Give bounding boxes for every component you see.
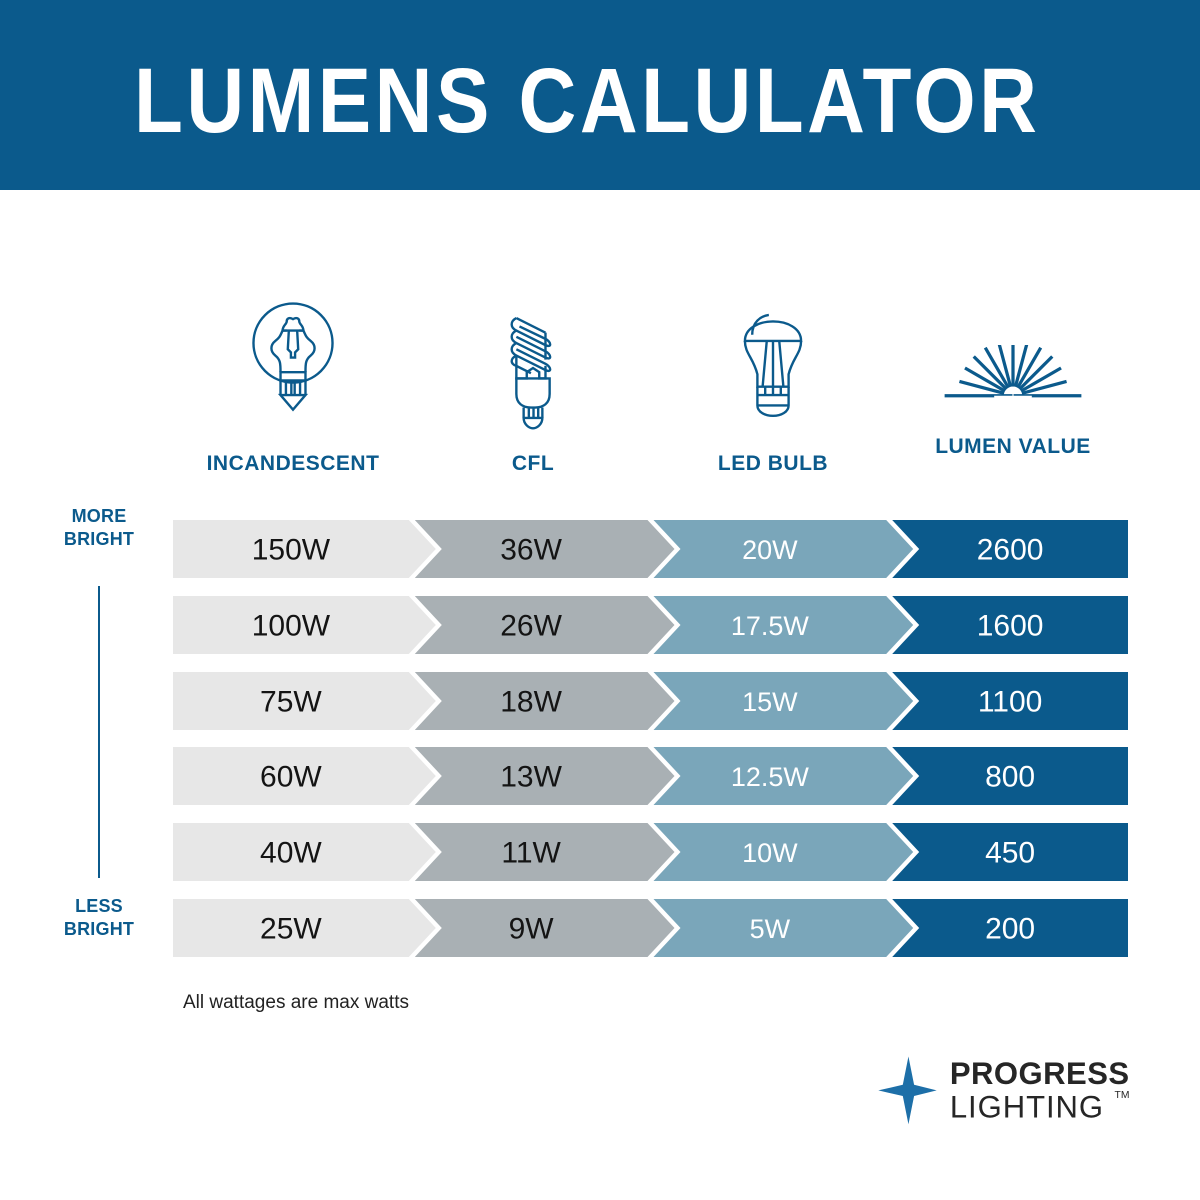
svg-text:9W: 9W [509, 913, 555, 946]
svg-text:200: 200 [985, 913, 1035, 946]
svg-text:100W: 100W [252, 609, 331, 642]
svg-text:800: 800 [985, 761, 1035, 794]
svg-text:5W: 5W [750, 914, 791, 944]
svg-text:PROGRESS: PROGRESS [950, 1056, 1130, 1091]
svg-text:11W: 11W [501, 837, 561, 870]
svg-text:150W: 150W [252, 534, 331, 567]
svg-text:13W: 13W [500, 761, 562, 794]
svg-text:18W: 18W [500, 685, 562, 718]
svg-text:20W: 20W [742, 535, 798, 565]
svg-text:25W: 25W [260, 913, 322, 946]
svg-text:1600: 1600 [977, 609, 1044, 642]
svg-text:17.5W: 17.5W [731, 611, 810, 641]
svg-text:12.5W: 12.5W [731, 762, 810, 792]
svg-text:40W: 40W [260, 837, 322, 870]
svg-text:75W: 75W [260, 685, 322, 718]
svg-text:LIGHTING: LIGHTING [950, 1090, 1104, 1125]
svg-text:10W: 10W [742, 838, 798, 868]
svg-text:15W: 15W [742, 687, 798, 717]
svg-text:2600: 2600 [977, 534, 1044, 567]
svg-text:36W: 36W [500, 534, 562, 567]
svg-text:60W: 60W [260, 761, 322, 794]
svg-text:26W: 26W [500, 609, 562, 642]
svg-text:TM: TM [1115, 1090, 1130, 1101]
svg-text:450: 450 [985, 837, 1035, 870]
svg-text:1100: 1100 [978, 685, 1043, 718]
